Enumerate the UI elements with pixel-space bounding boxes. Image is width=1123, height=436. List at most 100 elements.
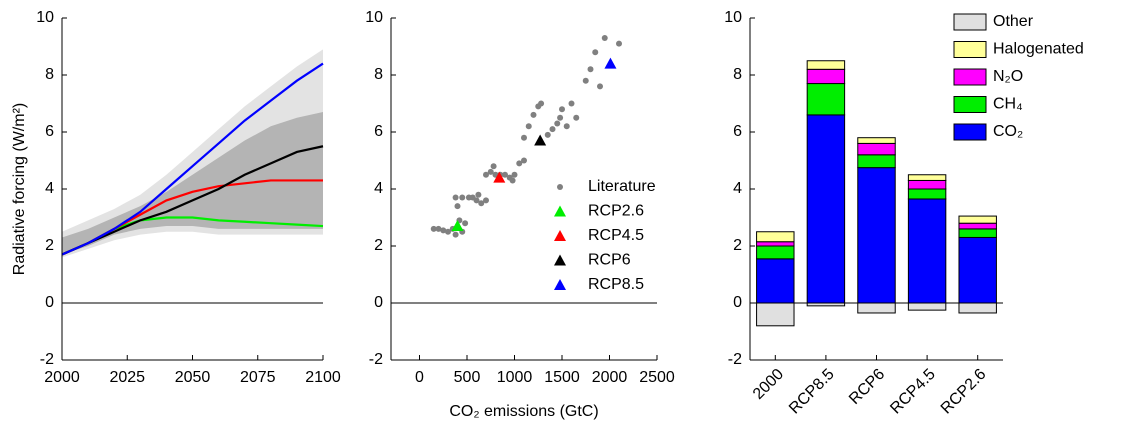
y-tick-label: 0: [374, 294, 383, 311]
point: [452, 194, 459, 201]
legend-label: Literature: [588, 178, 656, 195]
y-tick-label: 8: [374, 66, 383, 83]
y-tick-label: 6: [374, 123, 383, 140]
bar-segment: [806, 68, 846, 85]
legend-label: RCP2.6: [588, 203, 644, 220]
bar-segment: [857, 302, 896, 314]
legend-label: RCP8.5: [588, 276, 644, 293]
x-tick-label: 0: [415, 369, 424, 386]
y-tick-label: 4: [733, 180, 742, 197]
point: [554, 120, 561, 127]
y-tick-label: 2: [374, 237, 383, 254]
bar-segment: [756, 231, 795, 243]
y-tick-label: 0: [733, 294, 742, 311]
point: [430, 225, 437, 232]
bar-segment: [806, 114, 846, 304]
line-series: [61, 145, 324, 256]
triangle-marker: [534, 134, 547, 146]
legend-swatch: [953, 96, 987, 113]
triangle-marker: [554, 254, 566, 266]
bar-segment: [857, 142, 896, 156]
point: [509, 177, 516, 184]
y-tick-label: 10: [36, 9, 54, 26]
bar-segment: [756, 241, 795, 247]
triangle-marker: [451, 220, 464, 232]
bar-segment: [907, 198, 947, 304]
y-tick-label: -2: [40, 351, 54, 368]
legend-label: CO₂: [993, 123, 1023, 140]
point: [435, 225, 442, 232]
point: [568, 100, 575, 107]
x-tick-label: 2000: [44, 369, 80, 386]
x-tick-label: 2100: [305, 369, 341, 386]
y-tick-label: 2: [733, 237, 742, 254]
triangle-marker: [493, 171, 506, 183]
x-tick-label: RCP2.6: [938, 366, 990, 418]
point: [452, 231, 459, 238]
point: [440, 227, 447, 234]
y-tick-label: -2: [369, 351, 383, 368]
point: [490, 163, 497, 170]
point: [563, 123, 570, 130]
y-tick-label: -2: [728, 351, 742, 368]
legend-label: Other: [993, 13, 1034, 30]
point: [544, 131, 551, 138]
y-tick-label: 0: [45, 294, 54, 311]
legend-swatch: [953, 41, 987, 58]
point: [549, 126, 556, 133]
point: [511, 171, 518, 178]
point: [601, 34, 608, 41]
legend-label: N₂O: [993, 68, 1023, 85]
legend-swatch: [953, 13, 987, 31]
bar-segment: [756, 245, 795, 260]
point: [516, 160, 523, 167]
point: [487, 168, 494, 175]
legend-label: Halogenated: [993, 41, 1084, 58]
y-tick-label: 10: [365, 9, 383, 26]
y-axis-label: Radiative forcing (W/m²): [11, 103, 28, 275]
point: [525, 123, 532, 130]
x-tick-label: 500: [454, 369, 481, 386]
y-tick-label: 4: [374, 180, 383, 197]
x-tick-label: 2075: [240, 369, 276, 386]
x-tick-label: 2025: [109, 369, 145, 386]
point: [462, 220, 469, 227]
x-tick-label: 1500: [544, 369, 580, 386]
triangle-marker: [604, 57, 617, 69]
bar-segment: [907, 174, 947, 181]
triangle-marker: [554, 205, 566, 217]
bar-segment: [756, 258, 795, 304]
bar-segment: [857, 154, 896, 169]
point: [454, 203, 461, 210]
y-tick-label: 10: [724, 9, 742, 26]
x-tick-label: 1000: [497, 369, 533, 386]
triangle-marker: [554, 279, 566, 290]
legend-swatch: [953, 123, 987, 141]
bar-segment: [806, 83, 846, 116]
point: [445, 228, 451, 235]
x-tick-label: RCP8.5: [786, 366, 838, 418]
bar-segment: [806, 60, 846, 70]
bar-segment: [958, 215, 997, 224]
legend-label: CH₄: [993, 96, 1023, 113]
point: [483, 171, 489, 178]
bar-segment: [907, 188, 947, 200]
point: [582, 77, 589, 84]
point: [573, 114, 580, 121]
x-tick-label: RCP6: [846, 366, 888, 408]
bar-segment: [958, 236, 997, 304]
point: [557, 114, 564, 121]
bar-segment: [857, 167, 896, 304]
point: [616, 40, 622, 47]
point: [475, 191, 482, 198]
y-tick-label: 8: [45, 66, 54, 83]
bar-segment: [857, 137, 896, 144]
x-tick-label: RCP4.5: [887, 366, 939, 418]
x-tick-label: 2500: [639, 369, 675, 386]
y-tick-label: 6: [733, 123, 742, 140]
x-axis-label: CO₂ emissions (GtC): [449, 403, 598, 420]
point: [559, 106, 565, 113]
line-series: [61, 62, 324, 256]
bar-segment: [958, 228, 997, 238]
